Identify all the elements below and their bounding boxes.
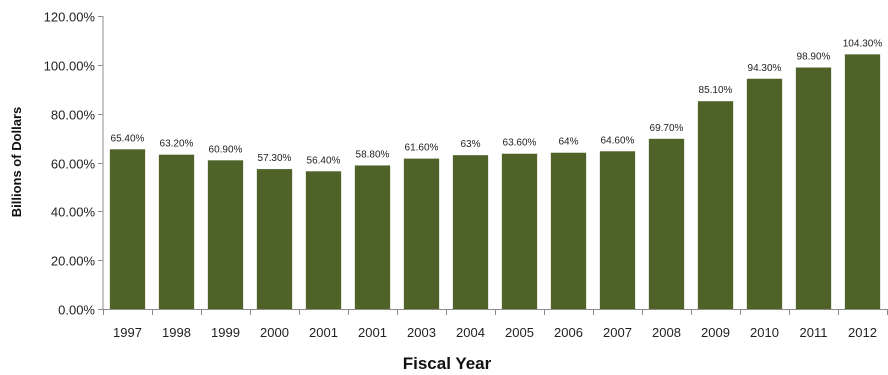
x-tick-label: 2008 — [652, 325, 681, 340]
data-label: 98.90% — [797, 52, 831, 63]
data-label: 61.60% — [405, 143, 439, 154]
bar-2000 — [256, 169, 293, 309]
y-tick-label: 120.00% — [44, 10, 96, 25]
data-label: 69.70% — [650, 123, 684, 134]
bar-1998 — [158, 154, 195, 309]
x-tick-label: 1997 — [113, 325, 142, 340]
x-tick-label: 1998 — [162, 325, 191, 340]
x-tick-label: 2001 — [358, 325, 387, 340]
y-tick-label: 40.00% — [51, 205, 96, 220]
y-tick-label: 0.00% — [58, 303, 95, 318]
x-tick-label: 2001 — [309, 325, 338, 340]
bar-2006 — [550, 152, 587, 309]
data-label: 57.30% — [258, 153, 292, 164]
bar-1999 — [207, 160, 244, 309]
data-label: 63% — [460, 139, 480, 150]
x-tick-label: 2000 — [260, 325, 289, 340]
x-tick-label: 2011 — [800, 325, 828, 340]
data-label: 65.40% — [111, 133, 145, 144]
bar-1997 — [109, 149, 146, 309]
x-tick-label: 2007 — [603, 325, 632, 340]
bar-2007 — [599, 151, 636, 309]
data-label: 56.40% — [307, 155, 341, 166]
x-tick-label: 2004 — [456, 325, 485, 340]
x-tick-label: 2012 — [848, 325, 877, 340]
data-label: 64% — [558, 137, 578, 148]
x-tick-label: 2003 — [407, 325, 436, 340]
y-tick-label: 20.00% — [51, 254, 96, 269]
data-label: 64.60% — [601, 135, 635, 146]
bar-2008 — [648, 138, 685, 309]
y-tick-label: 100.00% — [44, 59, 96, 74]
bar-2005 — [501, 153, 538, 309]
bar-2012 — [844, 54, 881, 309]
x-tick-label: 2006 — [554, 325, 583, 340]
x-axis: 1997 1998 1999 2000 2001 2001 2003 2004 2005 2006… — [103, 309, 888, 340]
y-tick-label: 80.00% — [51, 108, 96, 123]
x-tick-label: 2009 — [701, 325, 730, 340]
data-label: 104.30% — [843, 38, 883, 49]
bar-2009 — [697, 101, 734, 309]
bar-2011 — [795, 67, 832, 309]
data-label: 63.20% — [160, 139, 194, 150]
x-axis-title: Fiscal Year — [403, 354, 492, 373]
x-tick-label: 1999 — [211, 325, 240, 340]
y-tick-label: 60.00% — [51, 157, 96, 172]
data-label: 85.10% — [699, 85, 733, 96]
x-tick-label: 2010 — [750, 325, 779, 340]
bar-2001 — [354, 165, 391, 309]
y-axis: 0.00% 20.00% 40.00% 60.00% 80.00% 100.00% 120.… — [44, 10, 104, 318]
data-label: 58.80% — [356, 149, 390, 160]
data-label: 60.90% — [209, 144, 243, 155]
bar-2004 — [452, 155, 489, 309]
bar-2001 — [305, 171, 342, 309]
bar-2003 — [403, 158, 440, 309]
data-label: 94.30% — [748, 63, 782, 74]
data-label: 63.60% — [503, 138, 537, 149]
x-tick-label: 2005 — [505, 325, 534, 340]
bars: 65.40% 63.20% 60.90% 57.30% 56.40% 58.80% 61.6… — [109, 38, 883, 310]
bar-2010 — [746, 78, 783, 310]
y-axis-title: Billions of Dollars — [9, 107, 24, 218]
